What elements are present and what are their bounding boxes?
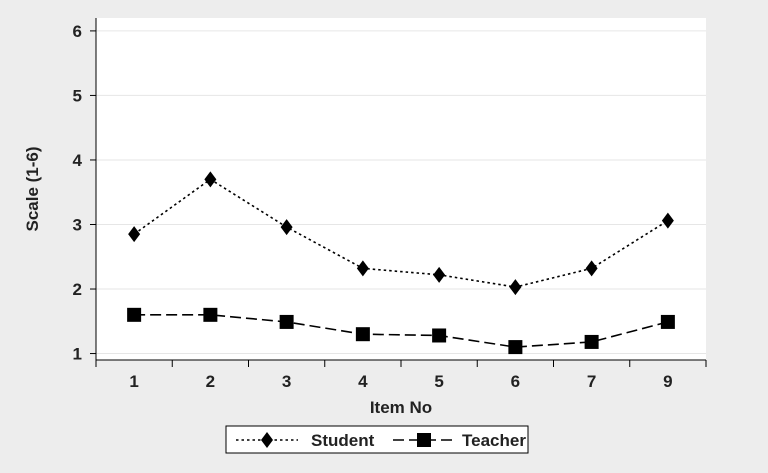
teacher-point [584, 334, 599, 349]
y-axis-label: Scale (1-6) [23, 146, 42, 231]
x-tick-label: 2 [206, 372, 215, 391]
teacher-point [432, 328, 447, 343]
legend-student-label: Student [311, 431, 375, 450]
x-tick-label: 7 [587, 372, 596, 391]
student-point [128, 226, 141, 243]
student-point [585, 260, 598, 277]
legend-student-marker [261, 432, 273, 448]
x-tick-label: 1 [129, 372, 138, 391]
y-tick-label: 6 [73, 22, 82, 41]
teacher-point [203, 307, 218, 322]
y-tick-label: 2 [73, 280, 82, 299]
teacher-point [660, 314, 675, 329]
student-point [280, 219, 293, 236]
y-tick-label: 1 [73, 345, 82, 364]
teacher-point [355, 327, 370, 342]
student-series-line [133, 178, 669, 288]
legend-teacher-label: Teacher [462, 431, 526, 450]
student-point [433, 266, 446, 283]
gridlines [96, 30, 706, 355]
student-point [204, 171, 217, 188]
legend-teacher-marker [417, 433, 431, 447]
plot-area [96, 18, 706, 360]
x-tick-label: 6 [511, 372, 520, 391]
student-point [356, 260, 369, 277]
student-point [509, 279, 522, 296]
series [127, 171, 675, 355]
x-tick-label: 5 [434, 372, 443, 391]
x-axis-label: Item No [370, 398, 432, 417]
y-tick-label: 5 [73, 86, 82, 105]
teacher-series-line [134, 314, 669, 348]
x-tick-label: 4 [358, 372, 368, 391]
x-tick-label: 9 [663, 372, 672, 391]
y-tick-label: 4 [73, 151, 83, 170]
teacher-point [279, 314, 294, 329]
teacher-point [508, 340, 523, 355]
teacher-point [127, 307, 142, 322]
x-tick-label: 3 [282, 372, 291, 391]
y-tick-label: 3 [73, 215, 82, 234]
legend: Student Teacher [225, 425, 529, 454]
axes: 1 2 3 4 5 6 1 2 3 4 5 6 7 9 [73, 18, 707, 391]
student-point [661, 212, 674, 229]
